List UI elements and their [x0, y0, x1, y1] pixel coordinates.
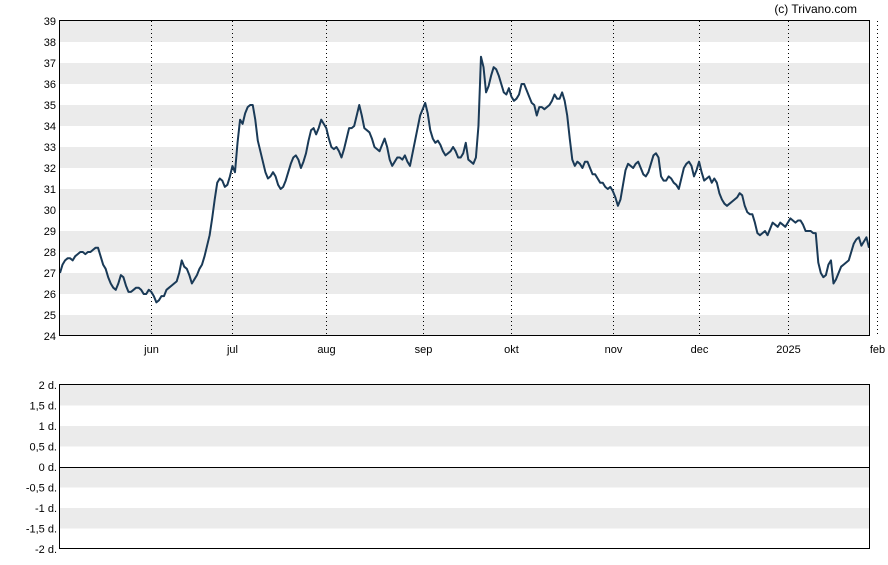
price-x-tick-label: feb: [870, 344, 885, 356]
price-y-tick-label: 27: [44, 268, 56, 280]
price-x-tick-label: aug: [317, 344, 335, 356]
price-y-tick-label: 33: [44, 142, 56, 154]
price-vertical-gridlines: [151, 21, 878, 336]
price-gridband: [60, 273, 869, 294]
price-x-tick-label: 2025: [776, 344, 800, 356]
price-y-tick-label: 34: [44, 121, 56, 133]
volume-y-tick-label: 2 d.: [39, 380, 57, 392]
volume-chart-frame: [59, 384, 870, 549]
price-y-tick-label: 26: [44, 289, 56, 301]
price-gridband: [60, 105, 869, 126]
price-y-tick-label: 39: [44, 16, 56, 28]
price-gridband: [60, 21, 869, 42]
volume-y-tick-labels: 2 d. 1,5 d. 1 d. 0,5 d. 0 d. -0,5 d. -1 d. -1,5…: [26, 380, 57, 556]
price-series-line: [59, 55, 870, 304]
volume-gridband: [60, 467, 869, 488]
volume-y-tick-label: -1 d.: [35, 503, 57, 515]
price-x-tick-label: sep: [415, 344, 433, 356]
price-x-tick-label: jul: [226, 344, 238, 356]
price-gridband: [60, 231, 869, 252]
price-gridband: [60, 315, 869, 336]
price-x-tick-label: nov: [605, 344, 623, 356]
price-chart-frame: [59, 20, 870, 336]
price-y-tick-label: 31: [44, 184, 56, 196]
volume-gridband: [60, 426, 869, 447]
price-y-tick-label: 36: [44, 79, 56, 91]
price-y-tick-labels: 24 25 26 27 28 29 30 31 32 33 34 35 36 37 38 39: [44, 16, 56, 343]
price-y-tick-label: 32: [44, 163, 56, 175]
price-gridbands: [60, 21, 869, 336]
volume-y-tick-label: -2 d.: [35, 544, 57, 556]
price-x-tick-label: dec: [691, 344, 709, 356]
price-y-tick-label: 38: [44, 37, 56, 49]
credit-label: (c) Trivano.com: [774, 2, 857, 16]
volume-y-tick-label: -0,5 d.: [26, 483, 57, 495]
price-y-tick-label: 37: [44, 58, 56, 70]
volume-y-tick-label: 0 d.: [39, 462, 57, 474]
price-x-tick-labels: junjulaugsepoktnovdec2025febmrtapr: [143, 344, 885, 356]
price-y-tick-label: 30: [44, 205, 56, 217]
price-chart: 24 25 26 27 28 29 30 31 32 33 34 35 36 37 38 39 jun jul a…: [44, 16, 885, 356]
price-gridband: [60, 63, 869, 84]
price-y-tick-label: 35: [44, 100, 56, 112]
price-gridband: [60, 189, 869, 210]
volume-gridbands: [60, 385, 869, 529]
volume-y-tick-label: 1,5 d.: [29, 401, 57, 413]
volume-y-tick-label: 0,5 d.: [29, 442, 57, 454]
volume-y-tick-label: -1,5 d.: [26, 524, 57, 536]
volume-gridband: [60, 385, 869, 406]
price-y-tick-label: 29: [44, 226, 56, 238]
volume-gridband: [60, 508, 869, 529]
price-x-tick-label: jun: [143, 344, 159, 356]
price-x-tick-label: okt: [504, 344, 519, 356]
price-y-tick-label: 28: [44, 247, 56, 259]
volume-y-tick-label: 1 d.: [39, 421, 57, 433]
price-y-tick-label: 25: [44, 310, 56, 322]
price-y-tick-label: 24: [44, 331, 56, 343]
volume-chart: 2 d. 1,5 d. 1 d. 0,5 d. 0 d. -0,5 d. -1 d. -1,5…: [26, 380, 870, 556]
